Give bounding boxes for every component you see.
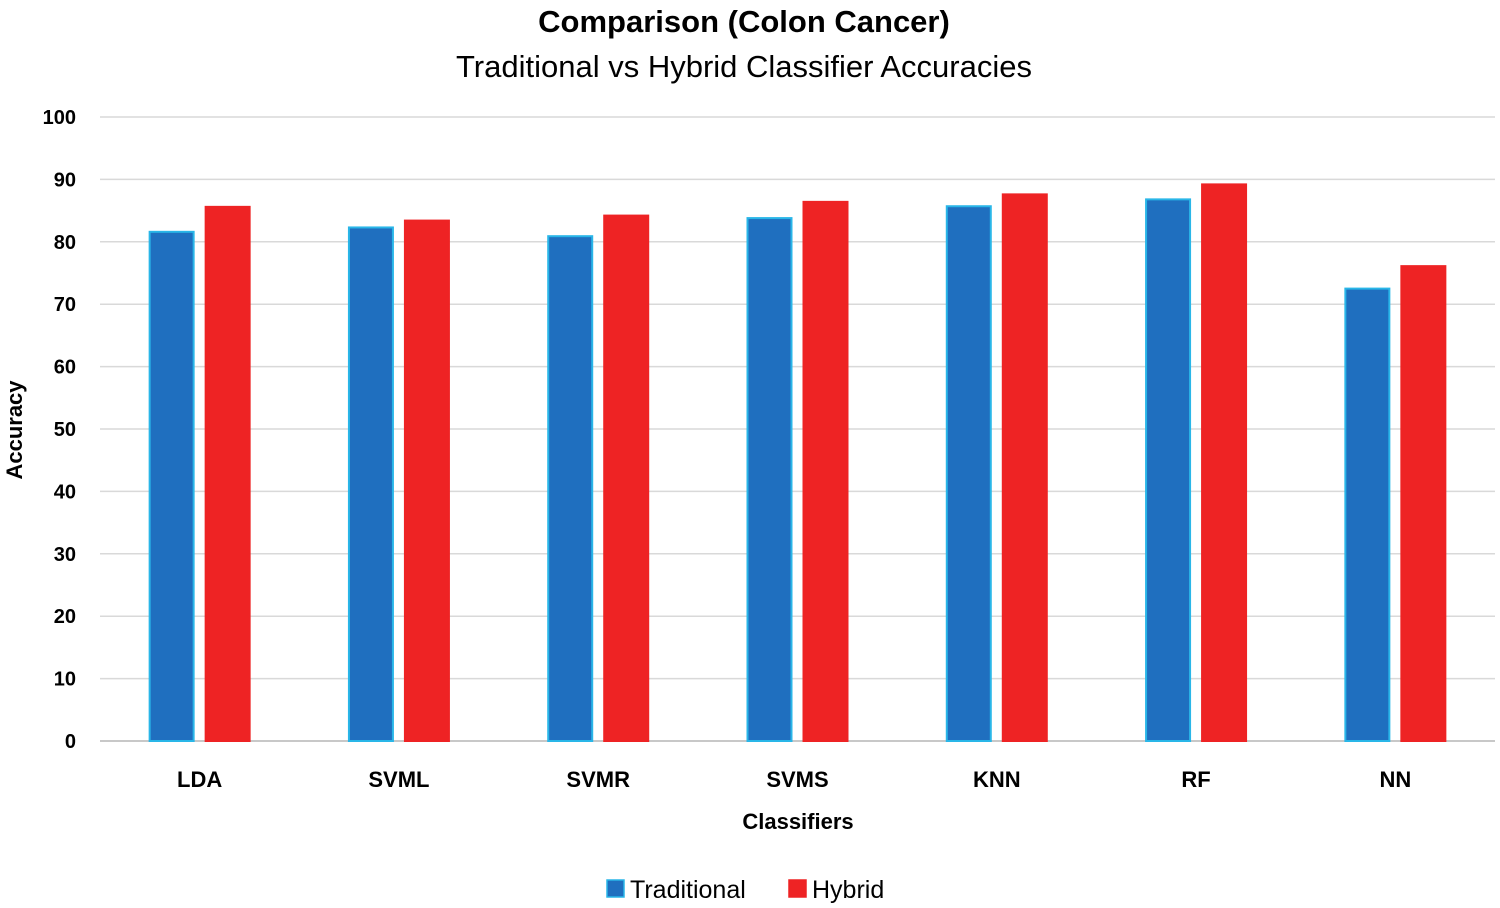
legend-label-hybrid: Hybrid <box>812 876 884 904</box>
bar-traditional-lda <box>148 230 195 742</box>
gridlines <box>100 116 1495 742</box>
legend: Traditional Hybrid <box>606 876 884 904</box>
x-tick-label: NN <box>1379 767 1411 792</box>
y-tick-label: 90 <box>54 169 76 191</box>
y-tick-label: 0 <box>65 731 76 753</box>
bar-traditional-nn <box>1344 287 1391 742</box>
y-tick-label: 30 <box>54 544 76 566</box>
bar-traditional-rf <box>1145 198 1192 743</box>
bar-hybrid-rf <box>1201 183 1248 742</box>
bars <box>148 183 1447 743</box>
x-tick-label: SVMR <box>566 767 630 792</box>
y-axis-label: Accuracy <box>2 380 27 480</box>
chart-subtitle: Traditional vs Hybrid Classifier Accurac… <box>456 49 1032 84</box>
x-tick-label: KNN <box>973 767 1021 792</box>
x-tick-label: SVML <box>368 767 429 792</box>
x-tick-label: LDA <box>177 767 222 792</box>
x-tick-label: RF <box>1181 767 1210 792</box>
bar-hybrid-svml <box>403 219 450 743</box>
bar-hybrid-nn <box>1400 265 1447 742</box>
x-axis-categories: LDA SVML SVMR SVMS KNN RF NN <box>177 767 1411 792</box>
y-tick-label: 40 <box>54 481 76 503</box>
bar-traditional-knn <box>945 205 992 742</box>
legend-swatch-hybrid <box>788 879 807 898</box>
bar-hybrid-knn <box>1001 193 1048 743</box>
bar-traditional-svms <box>746 217 793 742</box>
chart-title: Comparison (Colon Cancer) <box>538 4 950 39</box>
y-axis-ticks: 0 10 20 30 40 50 60 70 80 90 100 <box>43 107 76 753</box>
y-tick-label: 70 <box>54 294 76 316</box>
bar-hybrid-svmr <box>603 214 650 743</box>
x-tick-label: SVMS <box>766 767 828 792</box>
legend-label-traditional: Traditional <box>630 876 746 904</box>
legend-swatch-traditional <box>606 879 625 898</box>
x-axis-label: Classifiers <box>742 809 853 834</box>
bar-hybrid-lda <box>204 205 251 742</box>
y-tick-label: 20 <box>54 606 76 628</box>
y-tick-label: 100 <box>43 107 76 129</box>
y-tick-label: 80 <box>54 232 76 254</box>
bar-traditional-svml <box>347 226 394 742</box>
y-tick-label: 50 <box>54 419 76 441</box>
y-tick-label: 10 <box>54 669 76 691</box>
y-tick-label: 60 <box>54 357 76 379</box>
bar-traditional-svmr <box>547 235 594 743</box>
bar-hybrid-svms <box>802 200 849 742</box>
